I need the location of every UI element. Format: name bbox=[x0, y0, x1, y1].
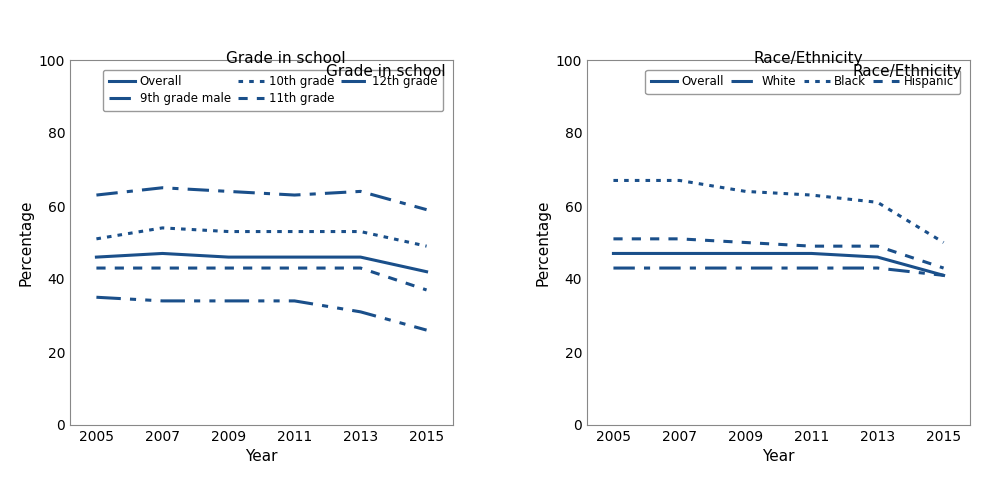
Text: Race/Ethnicity: Race/Ethnicity bbox=[753, 50, 863, 66]
Legend: Overall, White, Black, Hispanic: Overall, White, Black, Hispanic bbox=[645, 70, 960, 94]
Text: Grade in school: Grade in school bbox=[226, 50, 346, 66]
Y-axis label: Percentage: Percentage bbox=[18, 199, 33, 286]
X-axis label: Year: Year bbox=[762, 450, 795, 464]
Legend: Overall, 9th grade male, 10th grade, 11th grade, 12th grade: Overall, 9th grade male, 10th grade, 11t… bbox=[103, 70, 443, 111]
Y-axis label: Percentage: Percentage bbox=[535, 199, 550, 286]
Text: Grade in school: Grade in school bbox=[326, 64, 445, 78]
Text: Race/Ethnicity: Race/Ethnicity bbox=[853, 64, 962, 78]
X-axis label: Year: Year bbox=[245, 450, 278, 464]
